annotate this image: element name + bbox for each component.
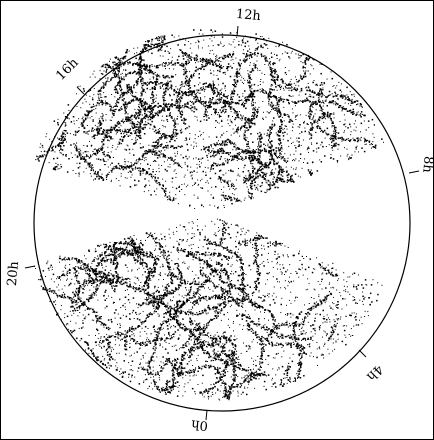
galaxy-point-cloud: [34, 29, 384, 401]
tick-0h: [205, 409, 208, 421]
tick-16h: [76, 86, 85, 95]
hour-label-8h: 8h: [419, 155, 434, 174]
hour-label-12h: 12h: [235, 7, 262, 24]
tick-marks: [24, 25, 420, 421]
outer-circle: [33, 34, 411, 412]
tick-4h: [358, 349, 367, 358]
tick-8h: [408, 170, 420, 174]
tick-20h: [24, 265, 36, 269]
tick-12h: [236, 25, 239, 37]
hour-label-0h: 0h: [190, 416, 209, 432]
hour-label-20h: 20h: [5, 260, 22, 287]
